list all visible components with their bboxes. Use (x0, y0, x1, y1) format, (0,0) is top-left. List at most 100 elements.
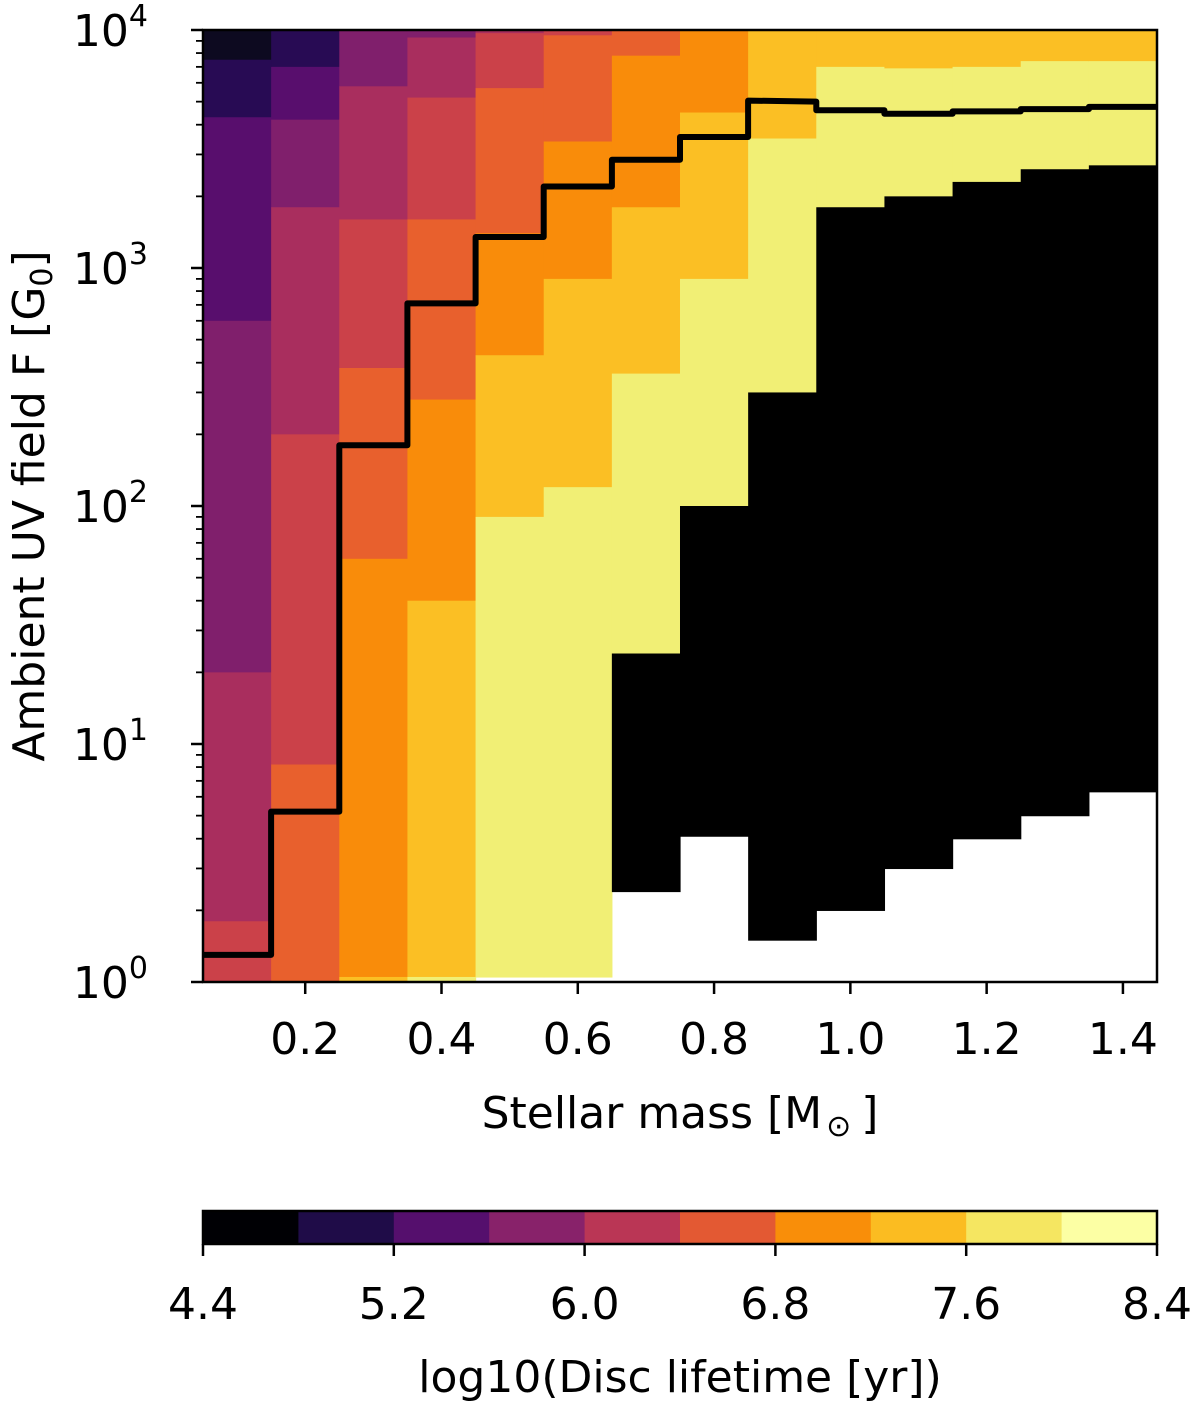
heatmap-cell (407, 37, 477, 99)
heatmap-cell (748, 31, 817, 140)
colorbar-swatch (393, 1211, 490, 1244)
heatmap-cell (1020, 169, 1090, 322)
colorbar-swatch (489, 1211, 586, 1244)
heatmap-cell (271, 66, 340, 121)
colorbar-swatch (1061, 1211, 1158, 1244)
heatmap-cell (407, 399, 477, 602)
heatmap-cell (407, 600, 477, 978)
heatmap-cells (203, 30, 1158, 983)
heatmap-cell (1088, 165, 1158, 274)
heatmap-cell (475, 88, 545, 234)
heatmap-cell (748, 392, 817, 710)
heatmap-cell (952, 649, 1022, 840)
heatmap-cell (339, 86, 409, 221)
heatmap-cell (816, 30, 886, 68)
y-tick-label: 104 (73, 0, 148, 57)
heatmap-cell (1088, 61, 1158, 166)
heatmap-cell (543, 30, 613, 36)
heatmap-cell (1020, 30, 1090, 62)
heatmap-cell (339, 31, 409, 87)
colorbar-tick-label: 6.8 (740, 1279, 810, 1330)
heatmap-cell (680, 30, 749, 114)
heatmap-cell (203, 672, 272, 922)
heatmap-cell (884, 68, 954, 197)
heatmap-cell (952, 66, 1022, 183)
colorbar-swatch (966, 1211, 1063, 1244)
heatmap-cell (611, 373, 681, 655)
x-tick-label: 0.2 (270, 1014, 340, 1065)
y-tick-label: 100 (73, 951, 148, 1009)
colorbar-swatch (584, 1211, 681, 1244)
colorbar-swatch (203, 1211, 299, 1244)
heatmap-cell (1088, 30, 1158, 62)
heatmap-cell (475, 516, 545, 978)
y-axis-label: Ambient UV field F [G0] (4, 250, 60, 761)
heatmap-cell (1020, 320, 1090, 602)
heatmap-cell (203, 117, 272, 322)
heatmap-cell (748, 138, 817, 394)
contour-layer (203, 97, 1157, 958)
x-tick-label: 0.8 (679, 1014, 749, 1065)
heatmap-cell (203, 30, 272, 61)
heatmap-cell (952, 181, 1022, 397)
heatmap-cell (203, 320, 272, 673)
colorbar-label: log10(Disc lifetime [yr]) (418, 1352, 941, 1403)
heatmap-cell (748, 709, 817, 941)
colorbar-tick-label: 6.0 (550, 1279, 620, 1330)
x-tick-label: 1.4 (1088, 1014, 1158, 1065)
heatmap-cell (1088, 273, 1158, 530)
heatmap-cell (816, 516, 886, 793)
y-tick-label: 103 (73, 237, 148, 295)
heatmap-cell (271, 30, 340, 68)
y-tick-label: 102 (73, 475, 148, 533)
x-tick-label: 1.2 (952, 1014, 1022, 1065)
y-tick-label: 101 (73, 713, 148, 771)
heatmap-cell (543, 141, 613, 280)
heatmap-cell (339, 219, 409, 369)
contour-line (203, 97, 1157, 958)
x-axis: 0.2 0.4 0.6 0.8 1.0 1.2 1.4 (270, 982, 1158, 1065)
heatmap-cell (475, 30, 545, 34)
heatmap-cell (884, 716, 954, 870)
heatmap-cell (543, 487, 613, 978)
x-tick-label: 0.4 (407, 1014, 477, 1065)
x-axis-label: Stellar mass [M ⊙] (482, 1088, 879, 1144)
colorbar-tick-label: 4.4 (168, 1279, 238, 1330)
x-tick-label: 1.0 (815, 1014, 885, 1065)
heatmap-cell (1020, 600, 1090, 817)
heatmap-cell (680, 112, 749, 280)
heatmap-cell (816, 66, 886, 208)
colorbar-swatch (680, 1211, 776, 1244)
heatmap-cell (816, 791, 886, 911)
heatmap-cell (339, 368, 409, 560)
heatmap-cell (884, 196, 954, 472)
heatmap-cell (680, 278, 749, 507)
heatmap-cell (884, 471, 954, 718)
heatmap-cell (339, 558, 409, 978)
heatmap-cell (611, 653, 681, 893)
heatmap-cell (475, 233, 545, 356)
heatmap-cell (543, 35, 613, 143)
heatmap-cell (611, 30, 681, 57)
heatmap-cell (952, 395, 1022, 650)
heatmap-cell (680, 506, 749, 837)
colorbar: 4.4 5.2 6.0 6.8 7.6 8.4 (168, 1209, 1192, 1330)
heatmap-cell (611, 55, 681, 208)
heatmap-cell (611, 207, 681, 375)
heatmap-cell (475, 33, 545, 89)
colorbar-swatch (870, 1211, 967, 1244)
heatmap-cell (884, 30, 954, 69)
heatmap-cell (816, 207, 886, 518)
heatmap-cell (203, 59, 272, 118)
colorbar-tick-label: 5.2 (359, 1279, 429, 1330)
heatmap-cell (952, 30, 1022, 68)
heatmap-cell (271, 207, 340, 435)
heatmap-cell (407, 976, 477, 983)
colorbar-tick-label: 7.6 (931, 1279, 1001, 1330)
heatmap-cell (339, 976, 409, 983)
heatmap-cell (407, 97, 477, 221)
colorbar-tick-label: 8.4 (1122, 1279, 1192, 1330)
colorbar-swatch (298, 1211, 395, 1244)
heatmap-cell (271, 764, 340, 983)
